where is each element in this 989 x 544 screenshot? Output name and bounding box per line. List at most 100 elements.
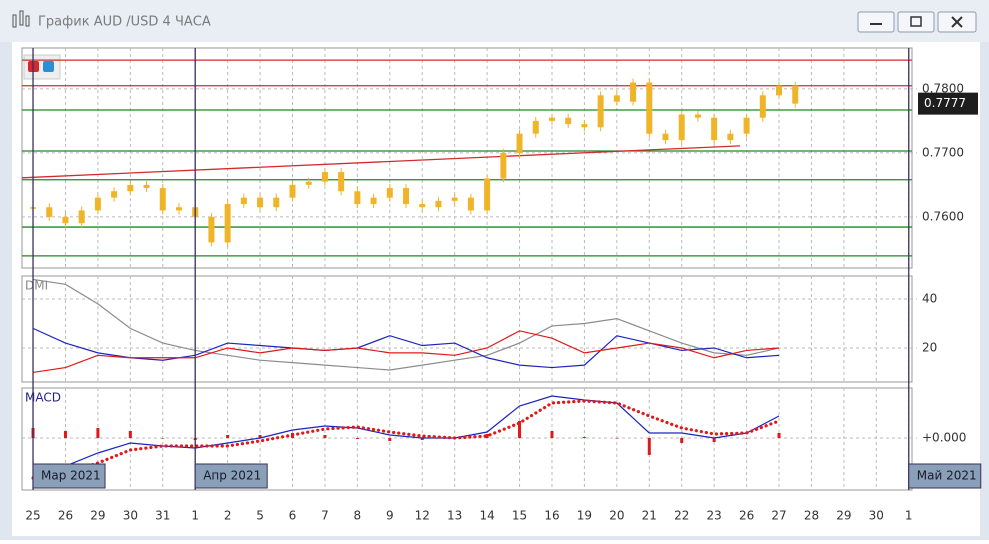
x-tick-label: 29 bbox=[90, 509, 105, 523]
x-tick-label: 23 bbox=[707, 509, 722, 523]
candle bbox=[224, 204, 231, 243]
candle bbox=[548, 117, 555, 121]
candle bbox=[289, 184, 296, 198]
histogram-bar bbox=[485, 434, 489, 438]
month-label-box bbox=[908, 463, 982, 489]
histogram-bar bbox=[355, 438, 359, 439]
chart-area bbox=[12, 42, 980, 536]
candle bbox=[159, 188, 166, 211]
price-tag bbox=[918, 92, 978, 115]
candle bbox=[208, 216, 215, 243]
trend-line bbox=[21, 145, 741, 179]
histogram-bar bbox=[582, 437, 586, 438]
x-tick-label: 13 bbox=[447, 509, 462, 523]
candle bbox=[354, 191, 361, 205]
minimize-button[interactable] bbox=[857, 11, 895, 33]
candle bbox=[516, 133, 523, 153]
candle bbox=[127, 184, 134, 192]
candle bbox=[532, 120, 539, 134]
candle bbox=[435, 200, 442, 208]
month-label: Мар 2021 bbox=[41, 469, 101, 483]
x-tick-label: 31 bbox=[155, 509, 170, 523]
x-tick-label: 2 bbox=[224, 509, 232, 523]
window-buttons bbox=[857, 11, 977, 33]
candle bbox=[273, 197, 280, 208]
x-tick-label: 19 bbox=[577, 509, 592, 523]
candle bbox=[338, 172, 345, 192]
x-tick-label: 7 bbox=[321, 509, 329, 523]
series-line bbox=[31, 399, 781, 480]
month-label-box bbox=[194, 463, 268, 489]
month-label-box bbox=[32, 463, 106, 489]
x-tick-label: 22 bbox=[674, 509, 689, 523]
histogram-bar bbox=[96, 428, 100, 438]
histogram-bar bbox=[680, 438, 684, 443]
candle bbox=[613, 95, 620, 102]
candle bbox=[111, 191, 118, 198]
y-tick-label: +0.000 bbox=[922, 431, 966, 445]
histogram-bar bbox=[647, 438, 651, 455]
panel-icon bbox=[23, 54, 61, 80]
restore-button[interactable] bbox=[897, 11, 935, 33]
histogram-bar bbox=[161, 438, 165, 439]
candle bbox=[711, 117, 718, 141]
series-line bbox=[32, 330, 780, 374]
month-label: Апр 2021 bbox=[203, 469, 261, 483]
histogram-bar bbox=[745, 438, 749, 439]
x-tick-label: 28 bbox=[804, 509, 819, 523]
window-title: График AUD /USD 4 ЧАСА bbox=[38, 15, 211, 30]
candle bbox=[662, 133, 669, 141]
candle bbox=[305, 181, 312, 185]
candle bbox=[727, 133, 734, 141]
x-tick-label: 12 bbox=[415, 509, 430, 523]
x-tick-label: 21 bbox=[642, 509, 657, 523]
candle bbox=[776, 85, 783, 96]
histogram-bar bbox=[550, 431, 554, 438]
x-tick-label: 8 bbox=[354, 509, 362, 523]
candle bbox=[370, 197, 377, 205]
month-label: Май 2021 bbox=[917, 469, 977, 483]
candle bbox=[78, 210, 85, 224]
histogram-bar bbox=[226, 435, 230, 438]
candle bbox=[403, 188, 410, 205]
candle bbox=[467, 197, 474, 211]
candle bbox=[646, 82, 653, 134]
x-tick-label: 30 bbox=[123, 509, 138, 523]
histogram-bar bbox=[388, 438, 392, 441]
panel-border bbox=[21, 47, 913, 269]
x-tick-label: 25 bbox=[25, 509, 40, 523]
panel-border bbox=[21, 275, 913, 383]
panel-label: MACD bbox=[25, 391, 61, 405]
candle bbox=[694, 114, 701, 118]
x-tick-label: 5 bbox=[256, 509, 264, 523]
candle bbox=[321, 172, 328, 182]
x-tick-label: 14 bbox=[479, 509, 494, 523]
histogram-bar bbox=[777, 433, 781, 438]
x-tick-label: 29 bbox=[836, 509, 851, 523]
candle bbox=[419, 204, 426, 208]
candle bbox=[500, 152, 507, 179]
histogram-bar bbox=[128, 431, 132, 438]
histogram-bar bbox=[258, 435, 262, 438]
x-tick-label: 16 bbox=[544, 509, 559, 523]
candle bbox=[678, 114, 685, 141]
histogram-bar bbox=[712, 438, 716, 442]
y-tick-label: 40 bbox=[922, 292, 937, 306]
candle bbox=[62, 216, 69, 224]
title-bar bbox=[0, 0, 989, 42]
x-tick-label: 6 bbox=[289, 509, 297, 523]
y-tick-label: 0.7700 bbox=[922, 145, 964, 159]
histogram-bar bbox=[518, 421, 522, 438]
series-line bbox=[32, 278, 780, 371]
restore-icon bbox=[910, 16, 922, 27]
candle bbox=[240, 197, 247, 205]
candle bbox=[257, 197, 264, 208]
histogram-bar bbox=[615, 438, 619, 439]
close-icon bbox=[951, 16, 963, 28]
candle bbox=[743, 117, 750, 134]
candle bbox=[451, 197, 458, 201]
x-tick-label: 30 bbox=[869, 509, 884, 523]
panel-border bbox=[21, 387, 913, 491]
x-tick-label: 27 bbox=[771, 509, 786, 523]
